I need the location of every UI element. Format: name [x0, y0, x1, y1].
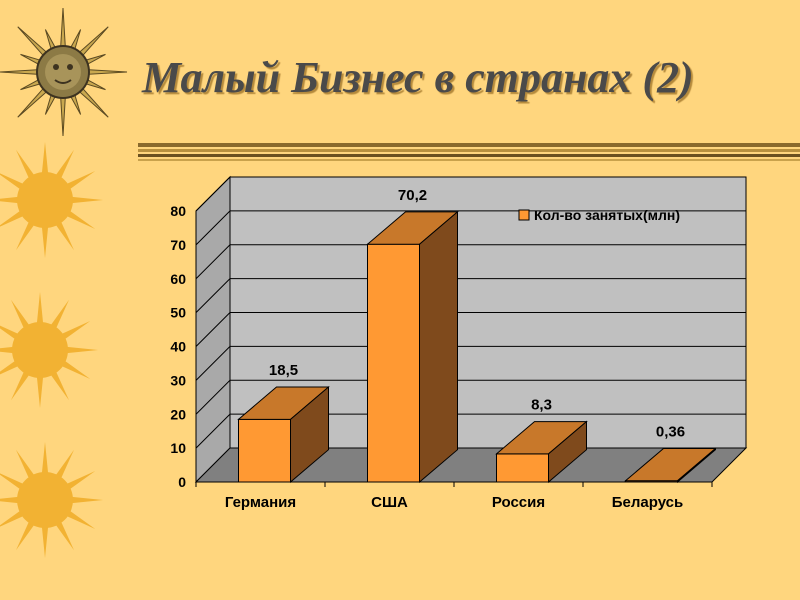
- data-label: 8,3: [531, 397, 552, 414]
- sun-icon: [0, 142, 103, 258]
- gridline: [195, 210, 746, 246]
- gridline: [195, 345, 746, 381]
- y-tick-label: 60: [170, 271, 186, 287]
- data-label: 0,36: [656, 423, 685, 440]
- slide-title: Малый Бизнес в странах (2): [142, 53, 694, 102]
- y-tick-label: 80: [170, 203, 186, 219]
- legend-swatch: [518, 209, 530, 221]
- data-label: 70,2: [398, 187, 427, 204]
- x-tick-label: США: [371, 494, 408, 511]
- bar-front: [238, 418, 291, 483]
- sun-face-icon: [0, 7, 128, 137]
- bar-side: [548, 420, 587, 484]
- y-tick-label: 50: [170, 305, 186, 321]
- x-tick-label: Беларусь: [612, 494, 684, 511]
- legend-label: Кол-во занятых(млн): [534, 207, 680, 223]
- gridline: [195, 312, 746, 347]
- data-label: 18,5: [269, 362, 298, 379]
- y-tick-label: 40: [170, 339, 186, 355]
- bar-side: [419, 210, 458, 484]
- x-tick-label: Россия: [492, 494, 545, 511]
- y-tick-label: 70: [170, 237, 186, 253]
- legend: Кол-во занятых(млн): [518, 207, 680, 223]
- y-tick-label: 20: [170, 406, 186, 422]
- bar-front: [496, 453, 549, 483]
- sun-icon: [0, 442, 103, 558]
- sun-icon: [0, 292, 98, 408]
- gridline: [195, 379, 746, 415]
- y-tick-label: 30: [170, 372, 186, 388]
- bar-front: [367, 243, 420, 483]
- gridline: [195, 278, 746, 313]
- gridline: [195, 244, 746, 280]
- gridline: [195, 176, 746, 212]
- gridline: [195, 413, 746, 449]
- y-tick-label: 0: [178, 474, 186, 490]
- x-tick-label: Германия: [225, 494, 296, 511]
- y-tick-label: 10: [170, 440, 186, 456]
- bar-side: [290, 385, 329, 484]
